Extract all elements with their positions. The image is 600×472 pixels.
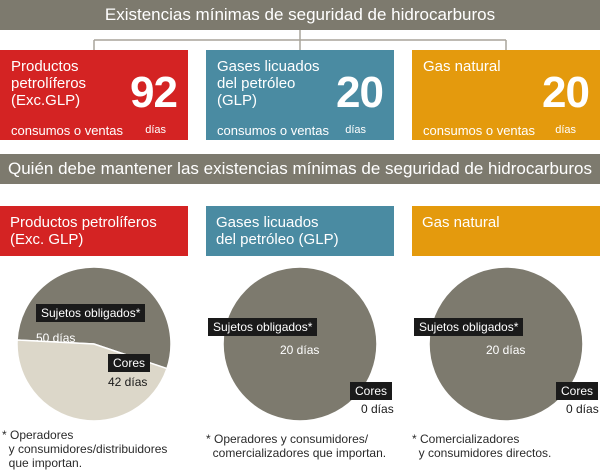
- pie-lpg: [222, 266, 378, 422]
- top-title-banner: Existencias mínimas de seguridad de hidr…: [0, 0, 600, 30]
- pie-days-cores-natural-gas: 0 días: [566, 402, 599, 416]
- stock-box-natural-gas: Gas natural 20 consumos o ventas días: [412, 50, 600, 140]
- pie-label-cores-natural-gas: Cores: [556, 382, 599, 400]
- stock-value-natural-gas: 20: [542, 68, 590, 117]
- footnote-natural-gas: * Comercializadores y consumidores direc…: [412, 432, 552, 460]
- stock-days-petroleum: días: [145, 124, 166, 136]
- pie-days-obligated-lpg: 20 días: [280, 343, 320, 357]
- stock-name-lpg: Gases licuados del petróleo (GLP): [217, 58, 320, 109]
- footnote-lpg: * Operadores y consumidores/ comercializ…: [206, 432, 387, 460]
- second-title: Quién debe mantener las existencias míni…: [8, 159, 592, 178]
- second-title-banner: Quién debe mantener las existencias míni…: [0, 154, 600, 184]
- footnote-petroleum: * Operadores y consumidores/distribuidor…: [2, 428, 168, 470]
- pie-label-obligated-natural-gas: Sujetos obligados*: [414, 318, 524, 336]
- pie-slice-obligated: [428, 266, 584, 422]
- holder-box-lpg: Gases licuados del petróleo (GLP): [206, 206, 394, 256]
- top-title: Existencias mínimas de seguridad de hidr…: [104, 5, 496, 24]
- holder-name-petroleum: Productos petrolíferos (Exc. GLP): [10, 214, 157, 248]
- stock-unit-natural-gas: consumos o ventas: [423, 123, 536, 138]
- holder-box-petroleum: Productos petrolíferos (Exc. GLP): [0, 206, 188, 256]
- stock-box-petroleum: Productos petrolíferos (Exc.GLP) 92 cons…: [0, 50, 188, 140]
- stock-days-lpg: días: [345, 124, 366, 136]
- holder-box-natural-gas: Gas natural: [412, 206, 600, 256]
- pie-label-cores-lpg: Cores: [350, 382, 393, 400]
- holder-name-lpg: Gases licuados del petróleo (GLP): [216, 214, 339, 248]
- pie-label-obligated-petroleum: Sujetos obligados*: [36, 304, 146, 322]
- stock-unit-lpg: consumos o ventas: [217, 123, 330, 138]
- stock-unit-petroleum: consumos o ventas: [11, 123, 124, 138]
- stock-days-natural-gas: días: [555, 124, 576, 136]
- stock-value-petroleum: 92: [130, 68, 178, 117]
- pie-slice-obligated: [222, 266, 378, 422]
- holder-name-natural-gas: Gas natural: [422, 214, 500, 231]
- pie-days-obligated-natural-gas: 20 días: [486, 343, 526, 357]
- pie-natural-gas: [428, 266, 584, 422]
- stock-name-natural-gas: Gas natural: [423, 58, 501, 75]
- stock-name-petroleum: Productos petrolíferos (Exc.GLP): [11, 58, 87, 109]
- pie-label-obligated-lpg: Sujetos obligados*: [208, 318, 318, 336]
- pie-days-cores-petroleum: 42 días: [108, 375, 148, 389]
- pie-label-cores-petroleum: Cores: [108, 354, 151, 372]
- pie-days-obligated-petroleum: 50 días: [36, 331, 76, 345]
- stock-value-lpg: 20: [336, 68, 384, 117]
- stock-box-lpg: Gases licuados del petróleo (GLP) 20 con…: [206, 50, 394, 140]
- pie-days-cores-lpg: 0 días: [361, 402, 394, 416]
